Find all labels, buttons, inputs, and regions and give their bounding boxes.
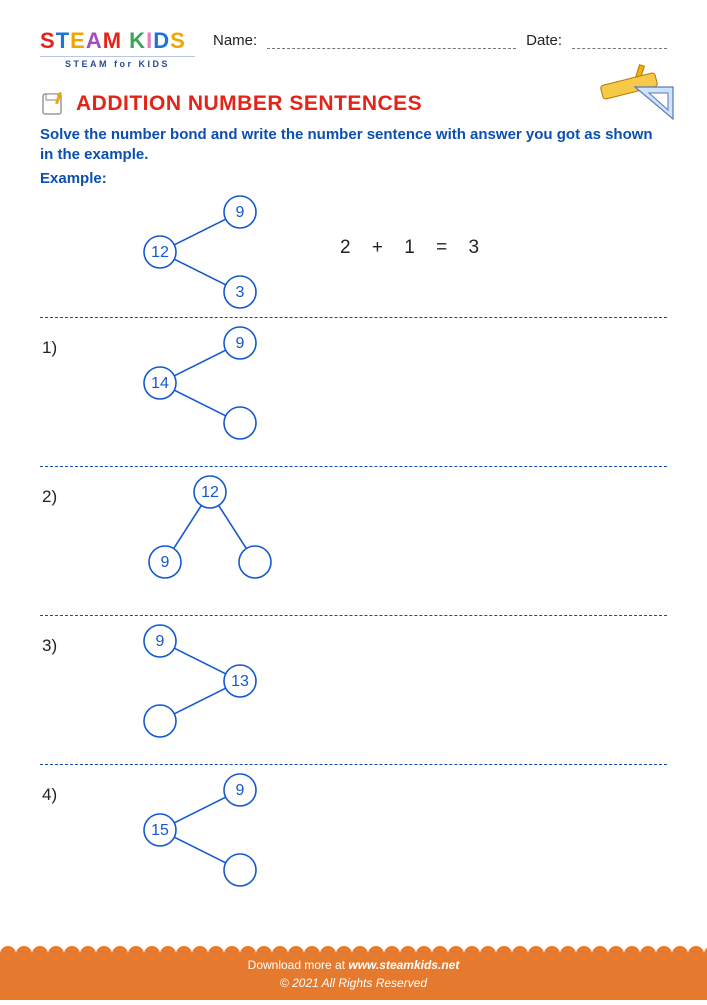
title-row: ADDITION NUMBER SENTENCES [40,91,667,117]
svg-text:12: 12 [201,484,219,501]
example-row: 12 9 3 2 + 1 = 3 [40,187,667,317]
name-date-row: Name: Date: [213,28,667,49]
svg-text:14: 14 [151,375,169,392]
date-field[interactable] [572,33,667,49]
footer-text: Download more at www.steamkids.net © 202… [0,956,707,992]
number-bond: 9 13 [120,616,320,756]
question-row: 3) 9 13 [40,616,667,764]
svg-text:9: 9 [161,554,170,571]
question-number: 4) [42,785,57,805]
number-bond: 14 9 [120,318,320,458]
question-number: 2) [42,487,57,507]
question-number: 3) [42,636,57,656]
example-label: Example: [40,170,667,187]
number-bond-example: 12 9 3 [120,187,320,327]
footer-copyright: © 2021 All Rights Reserved [280,976,427,990]
question-number: 1) [42,338,57,358]
question-row: 2) 12 9 [40,467,667,615]
name-label: Name: [213,32,257,49]
svg-text:3: 3 [236,284,245,301]
question-row: 4) 15 9 [40,765,667,913]
footer-site: www.steamkids.net [348,958,459,972]
date-label: Date: [526,32,562,49]
name-field[interactable] [267,33,516,49]
footer-download: Download more at [248,958,345,972]
footer: Download more at www.steamkids.net © 202… [0,940,707,1000]
svg-text:9: 9 [236,335,245,352]
question-row: 1) 14 9 [40,318,667,466]
instructions: Solve the number bond and write the numb… [40,125,667,166]
brand-tagline: STEAM for KIDS [40,56,195,69]
worksheet-icon [40,91,66,117]
svg-text:12: 12 [151,244,169,261]
number-bond: 15 9 [120,765,320,905]
number-bond: 12 9 [120,467,320,607]
page-title: ADDITION NUMBER SENTENCES [76,92,422,116]
ruler-triangle-icon [595,63,675,123]
worksheet-page: STEAM KIDS STEAM for KIDS Name: Date: AD… [0,0,707,1000]
svg-text:9: 9 [236,204,245,221]
svg-text:13: 13 [231,673,249,690]
svg-text:9: 9 [156,633,165,650]
svg-text:15: 15 [151,822,169,839]
example-sentence: 2 + 1 = 3 [340,237,487,259]
svg-text:9: 9 [236,782,245,799]
brand-logo: STEAM KIDS STEAM for KIDS [40,28,195,69]
header: STEAM KIDS STEAM for KIDS Name: Date: [40,28,667,69]
